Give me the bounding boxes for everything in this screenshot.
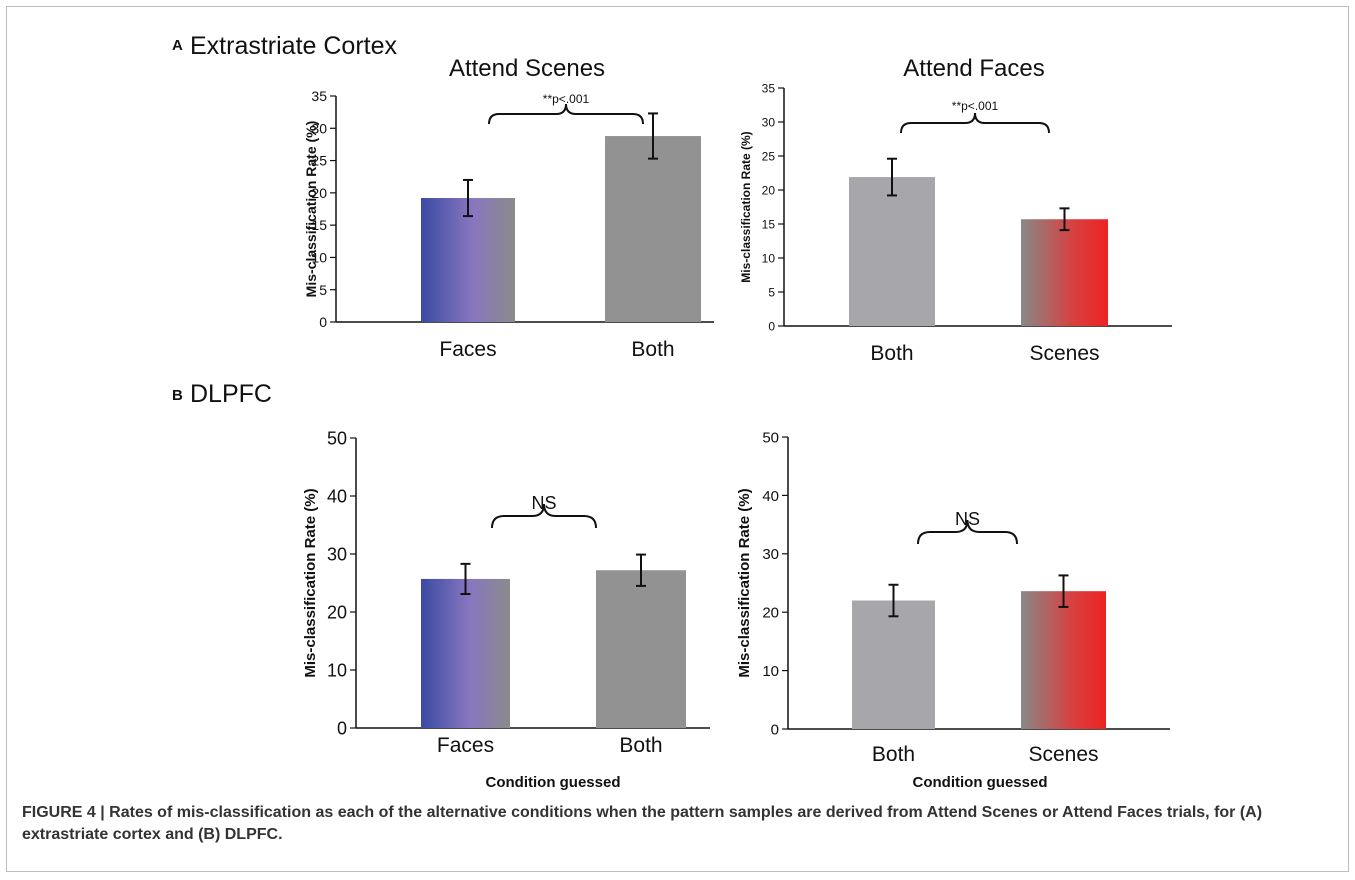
- chart-attend-faces-extrastriate: Attend Faces Mis-classification Rate (%) 0…: [739, 55, 1172, 365]
- y-tick-label: 30: [762, 115, 776, 129]
- y-tick-label: 20: [311, 185, 327, 201]
- y-axis-label: Mis-classification Rate (%): [303, 121, 319, 298]
- chart-title: Attend Scenes: [449, 55, 605, 82]
- y-tick-label: 35: [311, 88, 327, 104]
- panel-a-letter: A: [172, 37, 183, 54]
- y-tick-label: 20: [762, 605, 779, 622]
- y-tick-label: 40: [327, 486, 347, 506]
- significance-brace: [491, 503, 597, 529]
- bar: [421, 578, 510, 728]
- category-label: Both: [619, 734, 662, 757]
- category-label: Faces: [439, 338, 496, 361]
- y-tick-label: 20: [762, 183, 776, 197]
- significance-annotation: NS: [955, 509, 980, 529]
- bar: [1021, 219, 1108, 326]
- significance-annotation: NS: [531, 493, 556, 513]
- chart-title: Attend Faces: [903, 55, 1044, 82]
- x-axis-label: Condition guessed: [486, 774, 621, 791]
- y-tick-label: 50: [327, 428, 347, 448]
- y-tick-label: 0: [337, 718, 347, 738]
- y-tick-label: 20: [327, 602, 347, 622]
- y-axis-label: Mis-classification Rate (%): [302, 488, 319, 677]
- significance-brace: [900, 112, 1050, 134]
- category-label: Scenes: [1029, 342, 1099, 365]
- chart-attend-scenes-extrastriate: Attend Scenes Mis-classification Rate (%)…: [303, 55, 714, 361]
- y-tick-label: 30: [311, 120, 327, 136]
- significance-brace: [917, 519, 1018, 545]
- category-label: Scenes: [1028, 743, 1098, 766]
- x-axis-label: Condition guessed: [913, 774, 1048, 791]
- y-axis-label: Mis-classification Rate (%): [736, 488, 753, 677]
- bar: [605, 136, 701, 322]
- y-tick-label: 0: [319, 314, 327, 330]
- bar: [852, 600, 935, 729]
- y-tick-label: 5: [768, 285, 775, 299]
- y-tick-label: 5: [319, 282, 327, 298]
- category-label: Both: [631, 338, 674, 361]
- y-tick-label: 15: [762, 217, 776, 231]
- y-tick-label: 35: [762, 81, 776, 95]
- panel-b-letter: B: [172, 387, 183, 404]
- chart-attend-faces-dlpfc: Mis-classification Rate (%) 0 10 20 30 40 50 Bo…: [736, 429, 1170, 791]
- significance-annotation: **p<.001: [543, 92, 590, 106]
- figure-caption: FIGURE 4 | Rates of mis-classification a…: [22, 804, 1263, 843]
- bar: [421, 198, 515, 322]
- y-tick-label: 50: [762, 429, 779, 446]
- y-axis-label: Mis-classification Rate (%): [739, 131, 753, 282]
- bar: [596, 570, 686, 728]
- y-tick-label: 25: [311, 153, 327, 169]
- y-tick-label: 10: [762, 663, 779, 680]
- y-tick-label: 25: [762, 149, 776, 163]
- bar: [849, 177, 935, 326]
- bar: [1021, 591, 1106, 729]
- category-label: Both: [872, 743, 915, 766]
- panel-b-title: DLPFC: [190, 380, 272, 408]
- y-tick-label: 10: [327, 660, 347, 680]
- y-tick-label: 40: [762, 488, 779, 505]
- panel-a-title: Extrastriate Cortex: [190, 32, 398, 60]
- category-label: Faces: [437, 734, 494, 757]
- y-tick-label: 10: [311, 249, 327, 265]
- significance-annotation: **p<.001: [952, 99, 999, 113]
- y-tick-label: 15: [311, 217, 327, 233]
- y-tick-label: 0: [768, 319, 775, 333]
- significance-brace: [488, 103, 644, 125]
- chart-attend-scenes-dlpfc: Mis-classification Rate (%) 0 10 20 30 40 50 Fa…: [302, 428, 710, 791]
- y-tick-label: 10: [762, 251, 776, 265]
- y-tick-label: 0: [771, 721, 779, 738]
- category-label: Both: [870, 342, 913, 365]
- y-tick-label: 30: [762, 546, 779, 563]
- y-tick-label: 30: [327, 544, 347, 564]
